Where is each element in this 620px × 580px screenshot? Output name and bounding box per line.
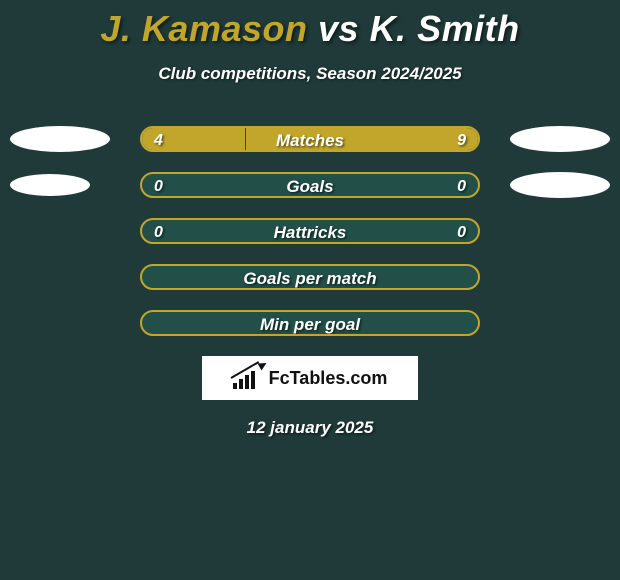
left-ellipse-icon: [10, 126, 110, 152]
stat-left-value: 0: [154, 174, 163, 198]
right-ellipse-icon: [510, 172, 610, 198]
stat-row: Min per goal: [0, 310, 620, 336]
right-ellipse-icon: [510, 126, 610, 152]
stat-label: Goals per match: [142, 266, 478, 290]
stat-bar: Min per goal: [140, 310, 480, 336]
stat-bar: Goals0 0: [140, 172, 480, 198]
page-title: J. Kamason vs K. Smith: [0, 0, 620, 50]
stat-row: Hattricks0 0: [0, 218, 620, 244]
subtitle: Club competitions, Season 2024/2025: [0, 64, 620, 84]
stat-row: Goals0 0: [0, 172, 620, 198]
stat-row: Matches4 9: [0, 126, 620, 152]
stat-right-value: 0: [457, 174, 466, 198]
vs-text: vs: [318, 8, 359, 49]
stat-bar: Hattricks0 0: [140, 218, 480, 244]
comparison-infographic: J. Kamason vs K. Smith Club competitions…: [0, 0, 620, 580]
stat-label: Hattricks: [142, 220, 478, 244]
stat-bar: Goals per match: [140, 264, 480, 290]
stat-label: Matches: [142, 128, 478, 152]
stat-left-value: 4: [154, 128, 163, 152]
chart-arrow-icon: [233, 367, 263, 389]
date-text: 12 january 2025: [0, 418, 620, 438]
logo-box: FcTables.com: [202, 356, 418, 400]
logo-text: FcTables.com: [269, 368, 388, 389]
stat-left-value: 0: [154, 220, 163, 244]
left-ellipse-icon: [10, 174, 90, 196]
player1-name: J. Kamason: [100, 8, 307, 49]
player2-name: K. Smith: [370, 8, 520, 49]
stat-bar: Matches4 9: [140, 126, 480, 152]
stat-label: Goals: [142, 174, 478, 198]
stat-right-value: 0: [457, 220, 466, 244]
stat-label: Min per goal: [142, 312, 478, 336]
stat-row: Goals per match: [0, 264, 620, 290]
stat-right-value: 9: [457, 128, 466, 152]
stats-rows: Matches49Goals00Hattricks00Goals per mat…: [0, 126, 620, 336]
